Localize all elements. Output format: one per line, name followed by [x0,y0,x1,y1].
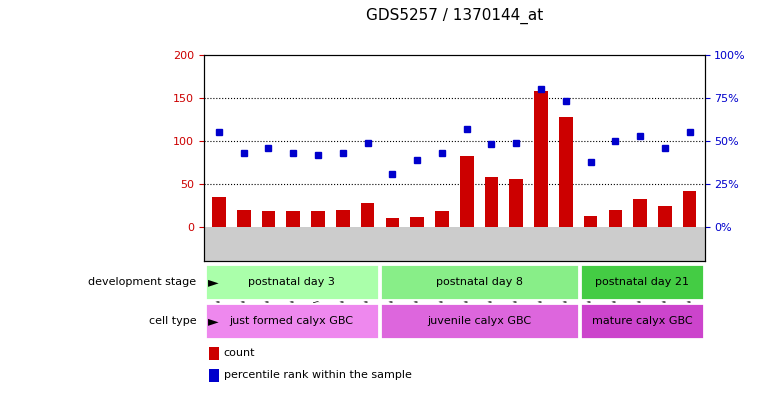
Bar [311,211,325,227]
Bar [580,303,704,339]
Bar [380,303,579,339]
Text: ►: ► [208,314,219,328]
Text: mature calyx GBC: mature calyx GBC [591,316,692,326]
Bar [205,303,379,339]
Bar [534,91,547,227]
Text: GDS5257 / 1370144_at: GDS5257 / 1370144_at [366,7,543,24]
Text: postnatal day 3: postnatal day 3 [248,277,335,287]
Bar [410,217,424,227]
Bar [336,210,350,227]
Text: postnatal day 21: postnatal day 21 [595,277,689,287]
Text: development stage: development stage [89,277,196,287]
Bar [658,206,671,227]
Text: cell type: cell type [149,316,196,326]
Bar [460,156,474,227]
Text: percentile rank within the sample: percentile rank within the sample [224,370,412,380]
Bar [209,369,219,382]
Bar [633,198,647,227]
Bar [262,211,276,227]
Text: just formed calyx GBC: just formed calyx GBC [229,316,353,326]
Text: count: count [224,348,256,358]
Text: postnatal day 8: postnatal day 8 [436,277,523,287]
Bar [510,179,523,227]
Bar [361,203,374,227]
Bar [608,210,622,227]
Bar [484,177,498,227]
Text: ►: ► [208,275,219,289]
Bar [209,347,219,360]
Bar [380,264,579,300]
Bar [386,219,399,227]
Bar [212,197,226,227]
Bar [237,210,250,227]
Bar [683,191,697,227]
Bar [584,216,598,227]
Bar [580,264,704,300]
Bar [286,211,300,227]
Bar [559,117,573,227]
Bar [204,227,705,393]
Bar [435,211,449,227]
Text: juvenile calyx GBC: juvenile calyx GBC [427,316,531,326]
Bar [205,264,379,300]
